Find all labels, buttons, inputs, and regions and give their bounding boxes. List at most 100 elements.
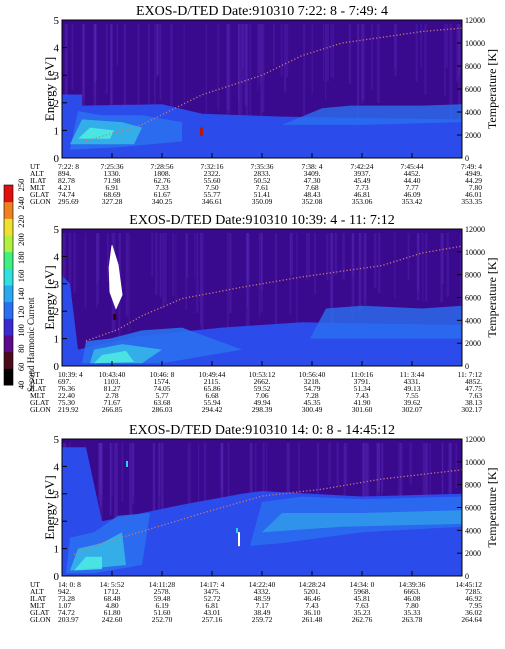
spectrogram-streak [93,24,97,107]
y-tick-label: 5 [54,15,60,27]
spectrogram-streak [132,443,134,496]
spectrogram-streak [362,443,365,536]
table-cell: 43.01 [204,608,221,617]
spectrogram-streak [94,24,96,103]
colorbar: 40 60 80 100 120 140 160 180 200 220 240 250 Second… [3,179,36,392]
spectrogram-streak [364,233,366,302]
colorbar-swatch [4,218,13,236]
table-cell: 74.74 [58,190,75,199]
spectrogram-streak [84,233,87,309]
spectrogram-streak [227,233,229,331]
table-cell: 45.49 [354,176,371,185]
spectrogram-streak [336,443,339,488]
table-cell: 75.30 [58,398,75,407]
y2-tick-label: 0 [465,572,469,581]
table-cell: 76.36 [58,384,75,393]
table-cell: 55.60 [204,176,221,185]
table-cell: 346.61 [202,197,223,206]
spectrogram-spot [108,245,123,310]
spectrogram-streak [374,233,377,288]
spectrogram-streak [183,24,185,107]
spectrogram-streak [306,233,308,281]
table-cell: 3791. [354,377,371,386]
table-cell: 1330. [104,169,121,178]
table-cell: 2833. [254,169,271,178]
table-cell: 301.60 [352,405,373,414]
spectrogram-streak [153,443,156,511]
table-cell: 3409. [304,169,321,178]
table-cell: 48.43 [304,190,321,199]
table-cell: 73.28 [58,594,75,603]
table-cell: 68.69 [104,190,121,199]
spectrogram-streak [424,24,427,95]
spectrogram-streak [226,24,228,120]
spectrogram-streak [326,233,329,281]
spectrogram-spot [238,532,240,547]
y2-tick-label: 2000 [465,549,481,558]
spectrogram-streak [286,443,289,540]
spectrogram-streak [64,24,67,106]
spectrogram-streak [255,443,257,493]
spectrogram-streak [244,24,248,106]
spectrogram-streak [113,443,116,519]
spectrogram-streak [394,233,396,298]
colorbar-swatch [4,251,13,269]
spectrogram-streak [82,24,85,98]
table-cell: 7:25:36 [101,162,124,171]
y-tick-label: 5 [54,434,60,446]
spectrogram-streak [376,443,378,530]
spectrogram-streak [286,24,289,78]
table-cell: 51.41 [254,190,271,199]
spectrogram-streak [455,443,457,489]
row-label: MLT [30,391,46,400]
spectrogram-streak [100,443,103,496]
spectrogram-streak [247,233,250,328]
row-label: GLON [30,615,51,624]
y2-tick-label: 12000 [465,225,485,234]
table-cell: 14:22:40 [249,580,276,589]
spectrogram-streak [440,233,443,303]
table-cell: 7:28:56 [151,162,174,171]
spectrogram-streak [280,24,283,76]
row-label: GLAT [30,398,50,407]
table-cell: 14:45:12 [455,580,482,589]
table-cell: 44.40 [404,176,421,185]
spectrogram-streak [415,24,418,82]
spectrogram-streak [137,24,140,104]
spectrogram-streak [394,24,397,76]
spectrogram-streak [162,233,165,310]
spectrogram-streak [425,443,429,502]
table-cell: 7285. [465,587,482,596]
y-tick-label: 1 [54,544,60,556]
y2-tick-label: 10000 [465,39,485,48]
spectrogram-streak [332,24,335,80]
spectrogram-streak [344,443,348,485]
spectrogram-streak [110,24,113,112]
y2-tick-label: 12000 [465,16,485,25]
spectrogram-streak [416,233,420,301]
spectrogram-streak [100,443,103,552]
spectrogram-streak [324,24,327,100]
table-cell: 4949. [465,169,482,178]
colorbar-swatch [4,335,13,353]
spectrogram-streak [96,233,98,284]
spectrogram-streak [378,233,381,294]
spectrogram-streak [151,233,154,277]
panel-title: EXOS-D/TED Date:910310 14: 0: 8 - 14:45:… [129,423,395,438]
spectrogram-streak [275,233,278,339]
spectrogram-streak [239,24,243,116]
table-cell: 44.29 [465,176,482,185]
table-cell: 350.09 [252,197,273,206]
spectrogram-spot [236,528,238,534]
colorbar-swatch [4,285,13,303]
colorbar-tick-label: 100 [16,324,26,337]
spectrogram-streak [398,443,402,512]
table-cell: 697. [58,377,71,386]
table-cell: 5968. [354,587,371,596]
spectrogram-streak [99,443,103,507]
colorbar-label: Second Harmonic Current [26,297,36,392]
table-cell: 10:49:44 [199,370,226,379]
spectrogram-streak [366,443,368,508]
y-tick-label: 1 [54,334,60,346]
table-cell: 3475. [204,587,221,596]
